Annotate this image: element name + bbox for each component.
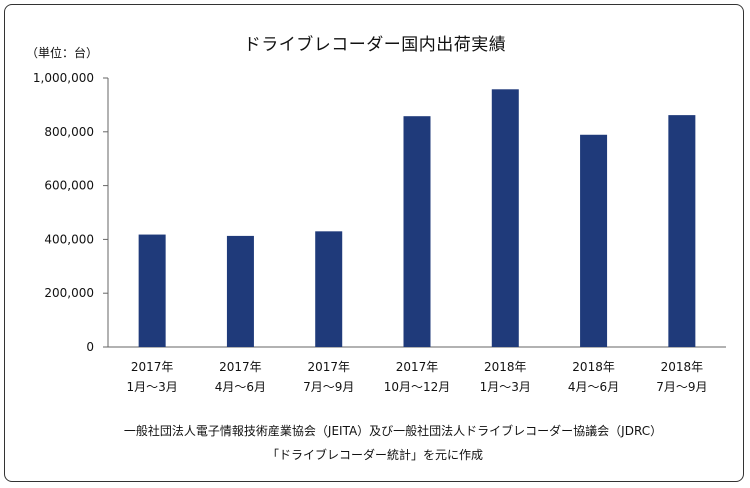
x-tick-label-period: 7月～9月 xyxy=(303,380,354,394)
y-tick-label: 1,000,000 xyxy=(33,71,94,85)
y-tick-label: 800,000 xyxy=(44,125,94,139)
x-tick-label-year: 2017年 xyxy=(131,360,174,374)
x-tick-label-year: 2018年 xyxy=(661,360,704,374)
y-tick-label: 400,000 xyxy=(44,232,94,246)
bar xyxy=(580,134,608,347)
x-tick-label-period: 7月～9月 xyxy=(656,380,707,394)
x-tick-label-year: 2017年 xyxy=(396,360,439,374)
bar xyxy=(226,235,254,347)
y-tick-label: 0 xyxy=(86,340,94,354)
source-line-2: 「ドライブレコーダー統計」を元に作成 xyxy=(266,448,483,462)
bar xyxy=(315,231,343,347)
y-tick-label: 200,000 xyxy=(44,286,94,300)
bar xyxy=(138,234,166,347)
x-tick-label-year: 2017年 xyxy=(307,360,350,374)
x-tick-label-period: 10月～12月 xyxy=(384,380,451,394)
x-tick-label-period: 4月～6月 xyxy=(568,380,619,394)
bar xyxy=(491,89,519,347)
x-tick-label-year: 2018年 xyxy=(572,360,615,374)
x-tick-label-period: 1月～3月 xyxy=(480,380,531,394)
chart-frame xyxy=(4,4,744,482)
unit-label: （単位：台） xyxy=(26,46,99,60)
x-tick-label-year: 2018年 xyxy=(484,360,527,374)
y-tick-label: 600,000 xyxy=(44,179,94,193)
bar xyxy=(403,116,431,347)
bar xyxy=(668,115,696,347)
chart-title: ドライブレコーダー国内出荷実績 xyxy=(243,35,507,55)
source-line-1: 一般社団法人電子情報技術産業協会（JEITA）及び一般社団法人ドライブレコーダー… xyxy=(123,424,663,438)
x-tick-label-period: 4月～6月 xyxy=(215,380,266,394)
x-tick-label-period: 1月～3月 xyxy=(127,380,178,394)
x-tick-label-year: 2017年 xyxy=(219,360,262,374)
